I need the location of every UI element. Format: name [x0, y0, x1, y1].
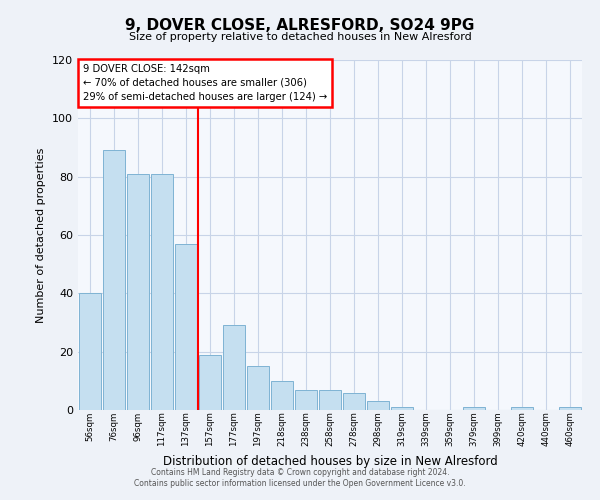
- Bar: [223, 326, 245, 410]
- Bar: [295, 390, 317, 410]
- Bar: [175, 244, 197, 410]
- Bar: [391, 407, 413, 410]
- Bar: [199, 354, 221, 410]
- Bar: [367, 401, 389, 410]
- Bar: [343, 392, 365, 410]
- Bar: [271, 381, 293, 410]
- Bar: [319, 390, 341, 410]
- Text: Size of property relative to detached houses in New Alresford: Size of property relative to detached ho…: [128, 32, 472, 42]
- X-axis label: Distribution of detached houses by size in New Alresford: Distribution of detached houses by size …: [163, 454, 497, 468]
- Bar: [151, 174, 173, 410]
- Bar: [247, 366, 269, 410]
- Text: 9 DOVER CLOSE: 142sqm
← 70% of detached houses are smaller (306)
29% of semi-det: 9 DOVER CLOSE: 142sqm ← 70% of detached …: [83, 64, 327, 102]
- Bar: [103, 150, 125, 410]
- Bar: [463, 407, 485, 410]
- Bar: [79, 294, 101, 410]
- Text: Contains HM Land Registry data © Crown copyright and database right 2024.
Contai: Contains HM Land Registry data © Crown c…: [134, 468, 466, 487]
- Bar: [559, 407, 581, 410]
- Bar: [511, 407, 533, 410]
- Text: 9, DOVER CLOSE, ALRESFORD, SO24 9PG: 9, DOVER CLOSE, ALRESFORD, SO24 9PG: [125, 18, 475, 32]
- Y-axis label: Number of detached properties: Number of detached properties: [37, 148, 46, 322]
- Bar: [127, 174, 149, 410]
